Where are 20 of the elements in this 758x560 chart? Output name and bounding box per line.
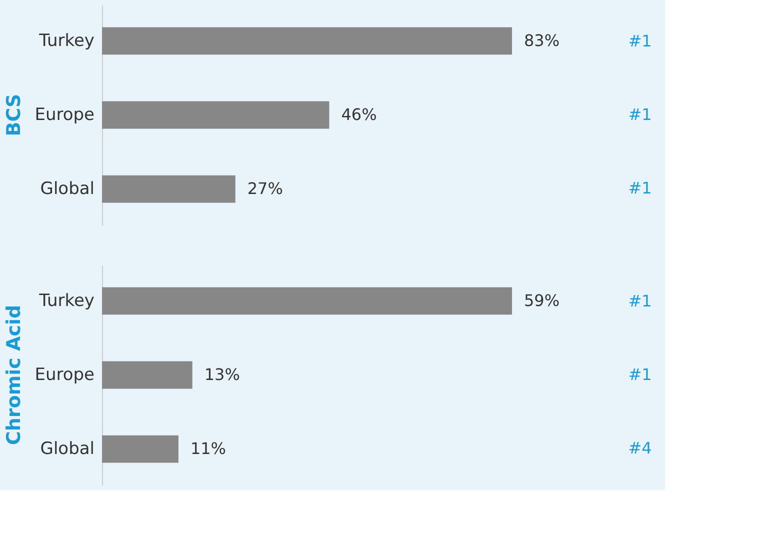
data-label: 46% xyxy=(341,105,377,124)
y-tick-label: Global xyxy=(40,439,94,460)
text: #1 xyxy=(628,178,652,198)
text: #1 xyxy=(628,292,652,311)
text: BCS xyxy=(3,94,26,136)
data-label: 11% xyxy=(190,439,226,458)
text: #1 xyxy=(628,105,652,124)
y-tick-label: Europe xyxy=(34,105,94,125)
data-label: 83% xyxy=(524,30,560,50)
data-label: 27% xyxy=(247,179,283,198)
y-tick-label: Global xyxy=(40,179,94,200)
y-tick-label: Europe xyxy=(34,365,94,385)
y-tick-label: Turkey xyxy=(38,290,94,311)
text: Chromic Acid xyxy=(3,304,26,446)
data-label: 13% xyxy=(204,365,240,384)
data-label: 59% xyxy=(524,290,560,310)
text: #1 xyxy=(628,365,652,384)
text: #4 xyxy=(628,438,652,458)
y-tick-label: Turkey xyxy=(38,30,94,51)
text: #1 xyxy=(628,32,652,51)
